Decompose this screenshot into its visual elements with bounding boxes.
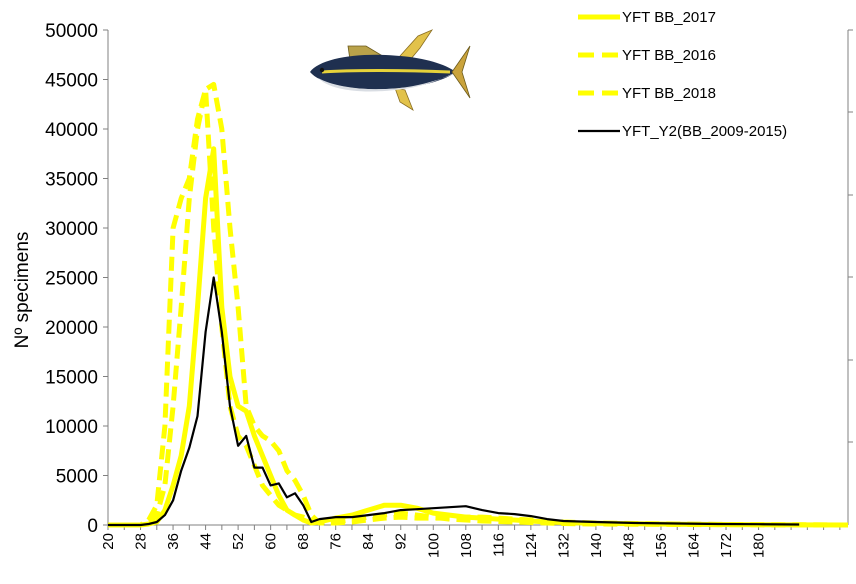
x-tick-label: 36 [165, 533, 182, 550]
legend-label-3: YFT_Y2(BB_2009-2015) [622, 123, 787, 140]
series-layer [108, 81, 849, 528]
x-tick-label: 100 [425, 533, 442, 558]
y-tick-label: 50000 [45, 21, 98, 42]
y-tick-label: 30000 [45, 219, 98, 240]
x-tick-label: 172 [718, 533, 735, 558]
y-tick-label: 10000 [45, 417, 98, 438]
y-tick-label: 45000 [45, 71, 98, 92]
x-tick-label: 76 [328, 533, 345, 550]
y-axis-label: Nº specimens [12, 232, 33, 349]
x-tick-label: 60 [263, 533, 280, 550]
x-tick-label: 52 [230, 533, 247, 550]
series-line-3 [108, 276, 800, 527]
x-tick-label: 180 [751, 533, 768, 558]
x-tick-label: 124 [523, 533, 540, 558]
tuna-illustration [310, 29, 471, 111]
x-tick-label: 84 [360, 533, 377, 550]
x-axis: 20 28 36 44 52 60 68 76 84 92 100 108 116 124 132 140 14… [100, 524, 848, 558]
x-tick-label: 20 [100, 533, 117, 550]
y-tick-label: 5000 [56, 467, 98, 488]
x-tick-label: 68 [295, 533, 312, 550]
legend-label-0: YFT BB_2017 [622, 9, 716, 26]
y-tick-label: 15000 [45, 368, 98, 389]
y-tick-label: 25000 [45, 269, 98, 290]
x-tick-label: 44 [198, 533, 215, 550]
x-tick-label: 132 [555, 533, 572, 558]
x-tick-label: 140 [588, 533, 605, 558]
x-tick-label: 92 [393, 533, 410, 550]
series-line-0 [108, 146, 849, 528]
x-tick-label: 108 [458, 533, 475, 558]
right-axis [847, 29, 853, 525]
y-axis: 0 5000 10000 15000 20000 25000 30000 35000 40000… [45, 21, 109, 537]
y-tick-label: 20000 [45, 318, 98, 339]
x-tick-label: 148 [620, 533, 637, 558]
legend-label-1: YFT BB_2016 [622, 47, 716, 64]
y-tick-label: 35000 [45, 170, 98, 191]
legend-label-2: YFT BB_2018 [622, 85, 716, 102]
legend: YFT BB_2017 YFT BB_2016 YFT BB_2018 YFT_Y2(… [578, 9, 787, 140]
y-tick-label: 0 [87, 516, 98, 537]
x-tick-label: 164 [685, 533, 702, 558]
y-tick-label: 40000 [45, 120, 98, 141]
x-tick-label: 156 [653, 533, 670, 558]
x-tick-label: 28 [133, 533, 150, 550]
x-tick-label: 116 [490, 533, 507, 557]
